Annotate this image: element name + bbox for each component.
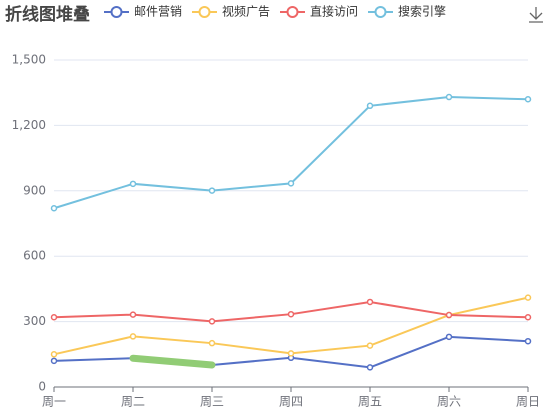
legend-label: 邮件营销 bbox=[134, 5, 182, 19]
data-point bbox=[287, 180, 295, 187]
x-tick-label: 周日 bbox=[516, 395, 540, 409]
data-point bbox=[445, 333, 453, 341]
data-point bbox=[524, 337, 532, 345]
data-point bbox=[208, 339, 216, 347]
data-point bbox=[524, 313, 532, 321]
data-point bbox=[445, 93, 453, 101]
y-tick-label: 600 bbox=[23, 249, 46, 263]
data-point bbox=[366, 102, 374, 110]
legend-marker bbox=[286, 6, 299, 18]
x-tick-label: 周五 bbox=[358, 395, 382, 409]
x-tick-label: 周三 bbox=[200, 395, 224, 409]
data-point bbox=[366, 342, 374, 349]
data-point bbox=[50, 313, 58, 321]
data-point bbox=[129, 333, 137, 340]
y-tick-label: 300 bbox=[23, 314, 46, 328]
data-point bbox=[287, 350, 295, 357]
y-tick-label: 1,200 bbox=[12, 118, 46, 132]
legend-marker bbox=[198, 6, 211, 18]
data-point bbox=[524, 95, 532, 103]
data-point bbox=[208, 187, 216, 194]
highlight-segment bbox=[129, 354, 216, 369]
data-point bbox=[129, 180, 137, 188]
download-icon[interactable] bbox=[529, 7, 543, 23]
legend-marker bbox=[110, 6, 123, 18]
legend-label: 直接访问 bbox=[310, 4, 358, 19]
series-line bbox=[53, 96, 529, 210]
data-point bbox=[287, 310, 295, 318]
data-point bbox=[50, 357, 58, 365]
data-point bbox=[50, 204, 58, 212]
data-point bbox=[366, 364, 374, 371]
data-point bbox=[208, 318, 216, 325]
data-point bbox=[366, 298, 374, 306]
data-point bbox=[524, 294, 532, 301]
legend-marker bbox=[374, 6, 387, 18]
x-tick-label: 周六 bbox=[437, 395, 461, 409]
series-line bbox=[53, 296, 529, 356]
y-tick-label: 900 bbox=[23, 183, 46, 197]
legend-label: 视频广告 bbox=[222, 4, 270, 19]
data-point bbox=[50, 351, 58, 358]
data-point bbox=[445, 311, 453, 319]
x-tick-label: 周四 bbox=[279, 395, 303, 409]
legend-label: 搜索引擎 bbox=[398, 4, 446, 19]
y-tick-label: 0 bbox=[38, 380, 46, 394]
data-point bbox=[129, 311, 137, 318]
chart-title: 折线图堆叠 bbox=[5, 4, 90, 25]
y-tick-label: 1,500 bbox=[12, 53, 46, 67]
x-tick-label: 周一 bbox=[42, 395, 66, 409]
x-tick-label: 周二 bbox=[121, 395, 145, 409]
